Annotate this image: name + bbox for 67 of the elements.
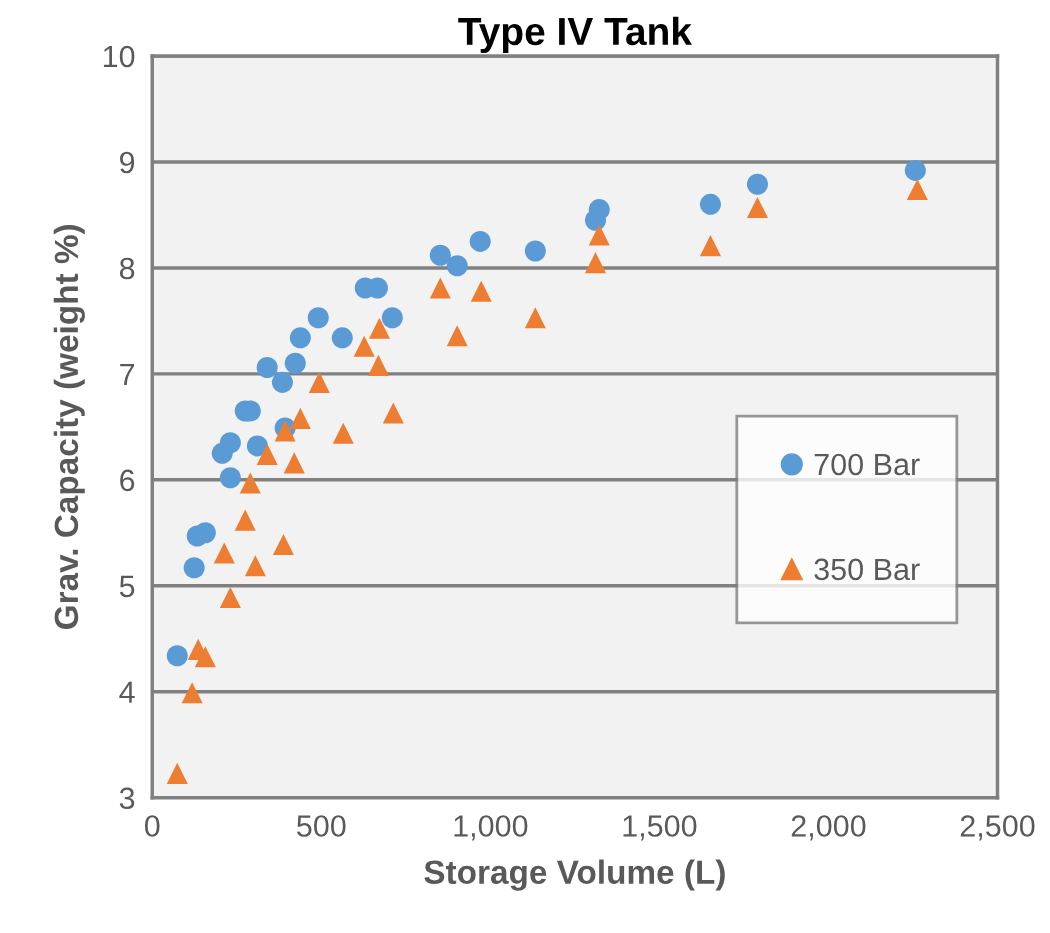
- point: [588, 199, 610, 221]
- point: [904, 159, 926, 181]
- point: [746, 196, 768, 219]
- point: [588, 224, 610, 246]
- y-tick-label: 3: [119, 787, 135, 810]
- point: [429, 244, 451, 266]
- point: [219, 467, 241, 489]
- point: [219, 586, 241, 608]
- point: [272, 533, 294, 555]
- point: [308, 371, 330, 393]
- point: [256, 443, 278, 465]
- point: [244, 555, 266, 577]
- x-tick-label: 0: [144, 815, 160, 837]
- point: [331, 327, 353, 349]
- point: [367, 354, 389, 376]
- point: [239, 472, 261, 494]
- point: [289, 407, 311, 429]
- point: [181, 682, 203, 704]
- point: [213, 542, 235, 564]
- point: [906, 178, 928, 201]
- point: [194, 646, 216, 668]
- x-tick-label: 1,500: [623, 815, 697, 841]
- y-tick-label: 5: [119, 575, 135, 598]
- point: [699, 193, 721, 215]
- point: [470, 280, 492, 302]
- point: [446, 255, 468, 277]
- x-tick-label: 2,500: [960, 815, 1035, 841]
- point: [219, 432, 241, 454]
- point: [183, 557, 205, 579]
- x-tick-label: 2,000: [791, 815, 866, 841]
- point: [166, 762, 188, 784]
- point: [307, 307, 329, 329]
- chart-title: Type IV Tank: [458, 16, 692, 53]
- point: [429, 277, 451, 299]
- point: [256, 356, 278, 379]
- point: [469, 230, 491, 252]
- x-tick-label: 1,000: [454, 815, 528, 841]
- point: [381, 307, 403, 329]
- y-tick-label: 6: [120, 469, 135, 492]
- y-axis-title: Grav. Capacity (weight %): [53, 225, 85, 629]
- point: [284, 352, 306, 374]
- point: [332, 422, 354, 444]
- legend-label: 700 Bar: [814, 453, 920, 476]
- point: [368, 317, 390, 339]
- point: [283, 452, 305, 474]
- point: [194, 522, 216, 544]
- y-tick-label: 4: [119, 681, 135, 703]
- y-tick-label: 7: [120, 363, 135, 385]
- point: [353, 335, 375, 357]
- point: [584, 252, 607, 274]
- point: [446, 325, 468, 347]
- y-tick-label: 10: [103, 45, 135, 68]
- x-axis-title: Storage Volume (L): [424, 859, 725, 891]
- point: [166, 645, 188, 667]
- point: [289, 327, 311, 349]
- y-tick-label: 9: [120, 151, 135, 174]
- point: [234, 509, 256, 531]
- point: [246, 435, 268, 457]
- y-tick-label: 8: [119, 257, 135, 280]
- point: [382, 402, 404, 424]
- point: [524, 240, 546, 262]
- point: [746, 173, 768, 195]
- point: [699, 235, 721, 257]
- point: [524, 307, 546, 329]
- x-tick-label: 500: [297, 815, 346, 837]
- legend-label: 350 Bar: [814, 558, 920, 581]
- point: [271, 371, 293, 393]
